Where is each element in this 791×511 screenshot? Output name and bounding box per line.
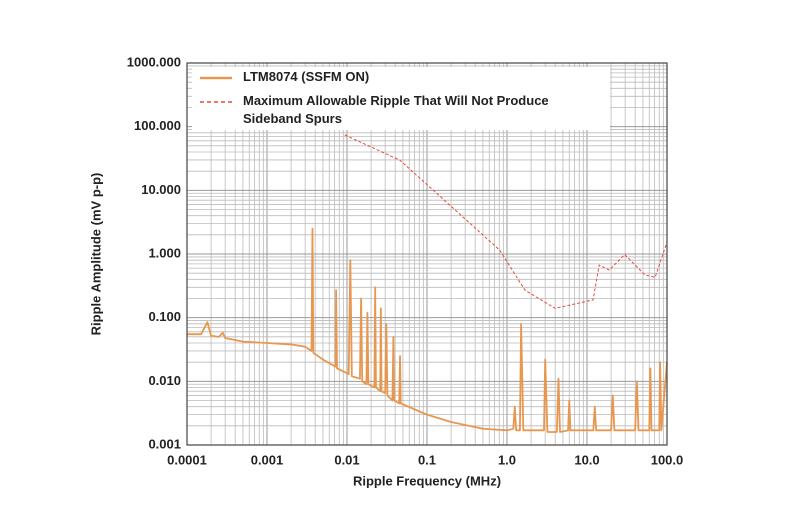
legend-label: LTM8074 (SSFM ON): [243, 69, 369, 84]
y-tick-label: 0.010: [148, 373, 181, 388]
x-tick-label: 10.0: [574, 452, 599, 467]
x-tick-label: 0.01: [334, 452, 359, 467]
x-tick-label: 1.0: [498, 452, 516, 467]
x-tick-label: 0.1: [418, 452, 436, 467]
x-tick-label: 100.0: [651, 452, 684, 467]
legend-line: Sideband Spurs: [243, 111, 342, 126]
legend: LTM8074 (SSFM ON) Maximum Allowable Rippl…: [192, 67, 610, 130]
y-tick-label: 0.001: [148, 436, 181, 451]
y-tick-label: 1.000: [148, 245, 181, 260]
x-axis-label: Ripple Frequency (MHz): [353, 473, 501, 488]
labels: 0.0001 0.001 0.01 0.1 1.0 10.0 100.00.0010.010…: [127, 54, 684, 467]
y-axis-label: Ripple Amplitude (mV p-p): [88, 173, 103, 336]
legend-line: Maximum Allowable Ripple That Will Not P…: [243, 93, 549, 108]
series-line: [344, 134, 668, 309]
legend-label: Maximum Allowable Ripple That Will Not P…: [243, 93, 549, 126]
legend-line: LTM8074 (SSFM ON): [243, 69, 369, 84]
x-tick-label: 0.0001: [167, 452, 207, 467]
series-line: [187, 227, 668, 433]
plot-frame: [186, 62, 668, 446]
lines: [187, 134, 668, 433]
legend-box: [192, 67, 610, 130]
y-tick-label: 100.000: [134, 118, 181, 133]
x-tick-label: 0.001: [251, 452, 284, 467]
y-tick-label: 0.100: [148, 309, 181, 324]
y-tick-label: 1000.000: [127, 54, 181, 69]
y-tick-label: 10.000: [141, 182, 181, 197]
